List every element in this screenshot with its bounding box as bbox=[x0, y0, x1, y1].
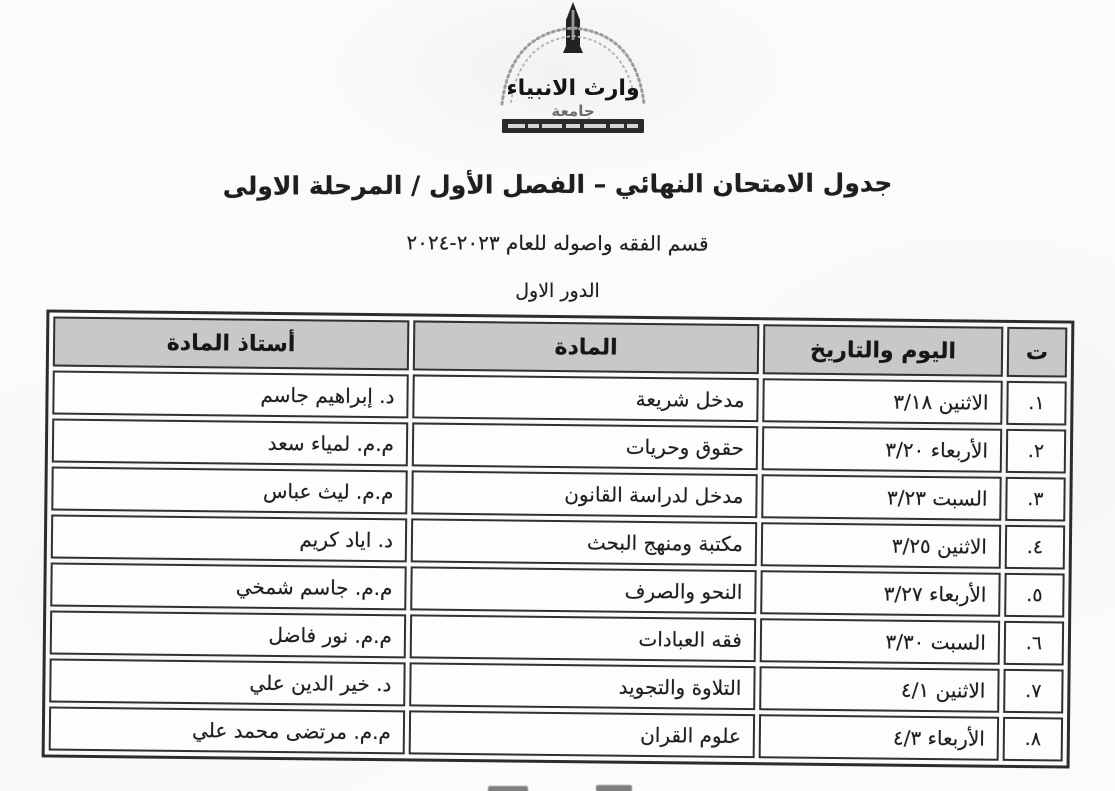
professor-cell: م.م. ليث عباس bbox=[51, 466, 408, 515]
exam-schedule: ت اليوم والتاريخ المادة أستاذ المادة ١. … bbox=[41, 309, 1075, 769]
column-header-no: ت bbox=[1006, 326, 1068, 378]
row-number: ٣. bbox=[1005, 476, 1066, 522]
header-row: ت اليوم والتاريخ المادة أستاذ المادة bbox=[52, 316, 1068, 378]
professor-cell: م.م. مرتضى محمد علي bbox=[48, 706, 406, 755]
subject-cell: مكتبة ومنهج البحث bbox=[410, 518, 758, 567]
table-row: ٥. الأربعاء ٣/٢٧ النحو والصرف م.م. جاسم … bbox=[50, 562, 1065, 618]
university-logo: وارث الانبياء جامعة bbox=[478, 0, 668, 138]
subject-cell: النحو والصرف bbox=[410, 566, 757, 615]
subject-cell: علوم القران bbox=[408, 710, 756, 759]
dome-arc bbox=[500, 26, 646, 106]
subject-cell: التلاوة والتجويد bbox=[409, 662, 756, 711]
subject-cell: فقه العبادات bbox=[409, 614, 757, 663]
professor-cell: م.م. جاسم شمخي bbox=[50, 562, 407, 611]
column-header-day-date: اليوم والتاريخ bbox=[762, 324, 1004, 377]
department-subtitle: قسم الفقه واصوله للعام ٢٠٢٣-٢٠٢٤ bbox=[406, 230, 709, 256]
table-row: ١. الاثنين ٣/١٨ مدخل شريعة د. إبراهيم جا… bbox=[52, 370, 1067, 426]
table-row: ٤. الاثنين ٣/٢٥ مكتبة ومنهج البحث د. ايا… bbox=[50, 514, 1066, 570]
row-number: ٦. bbox=[1003, 620, 1065, 666]
professor-cell: م.م. نور فاضل bbox=[49, 610, 407, 659]
row-number: ١. bbox=[1006, 380, 1067, 426]
day-date-cell: السبت ٣/٣٠ bbox=[759, 618, 1001, 665]
professor-cell: د. اياد كريم bbox=[50, 514, 408, 563]
subject-cell: مدخل لدراسة القانون bbox=[411, 470, 758, 519]
professor-cell: د. خير الدين علي bbox=[49, 658, 406, 707]
professor-cell: م.م. لمياء سعد bbox=[51, 418, 409, 467]
row-number: ٢. bbox=[1005, 428, 1067, 474]
subject-cell: مدخل شريعة bbox=[412, 374, 759, 423]
day-date-cell: الأربعاء ٣/٢٠ bbox=[761, 426, 1003, 473]
day-date-cell: الأربعاء ٣/٢٧ bbox=[760, 570, 1001, 617]
professor-cell: د. إبراهيم جاسم bbox=[52, 370, 409, 419]
row-number: ٤. bbox=[1004, 524, 1066, 570]
table-row: ٨. الأربعاء ٤/٣ علوم القران م.م. مرتضى م… bbox=[48, 706, 1064, 762]
day-date-cell: الاثنين ٣/٢٥ bbox=[760, 522, 1002, 569]
university-emblem-graphic: وارث الانبياء جامعة bbox=[500, 2, 646, 133]
banner-text-marks bbox=[508, 124, 638, 128]
row-number: ٥. bbox=[1004, 572, 1065, 618]
logo-banner bbox=[502, 119, 644, 133]
logo-calligraphy-text: وارث الانبياء bbox=[506, 76, 639, 101]
cut-off-text-fragment bbox=[488, 786, 528, 791]
exam-schedule-table: ت اليوم والتاريخ المادة أستاذ المادة ١. … bbox=[41, 309, 1075, 769]
round-label: الدور الاول bbox=[515, 280, 600, 302]
subject-cell: حقوق وحريات bbox=[411, 422, 759, 471]
row-number: ٨. bbox=[1002, 716, 1064, 762]
column-header-professor: أستاذ المادة bbox=[52, 316, 410, 371]
table-row: ٧. الاثنين ٤/١ التلاوة والتجويد د. خير ا… bbox=[49, 658, 1064, 714]
logo-word-text: جامعة bbox=[551, 102, 594, 120]
table-row: ٢. الأربعاء ٣/٢٠ حقوق وحريات م.م. لمياء … bbox=[51, 418, 1067, 474]
row-number: ٧. bbox=[1003, 668, 1064, 714]
day-date-cell: الاثنين ٤/١ bbox=[759, 666, 1000, 713]
day-date-cell: الأربعاء ٤/٣ bbox=[758, 714, 1000, 761]
table-row: ٦. السبت ٣/٣٠ فقه العبادات م.م. نور فاضل bbox=[49, 610, 1065, 666]
column-header-subject: المادة bbox=[412, 320, 760, 375]
cut-off-text-fragment bbox=[596, 785, 632, 791]
page-title: جدول الامتحان النهائي – الفصل الأول / ال… bbox=[222, 168, 893, 201]
day-date-cell: السبت ٣/٢٣ bbox=[761, 474, 1002, 521]
table-row: ٣. السبت ٣/٢٣ مدخل لدراسة القانون م.م. ل… bbox=[51, 466, 1066, 522]
day-date-cell: الاثنين ٣/١٨ bbox=[762, 378, 1003, 425]
